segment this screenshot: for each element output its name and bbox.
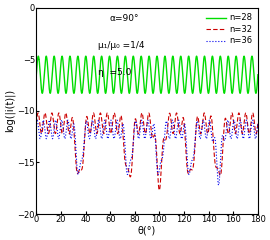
n=36 <box>256 121 259 124</box>
n=32 <box>173 126 176 129</box>
n=28 <box>235 59 239 61</box>
n=28 <box>82 72 86 75</box>
n=36 <box>173 130 176 133</box>
n=28 <box>97 90 100 93</box>
n=28 <box>227 55 230 58</box>
n=36 <box>35 121 38 124</box>
Text: η  =5.0: η =5.0 <box>98 67 132 77</box>
n=36 <box>169 133 172 136</box>
n=28 <box>256 74 259 77</box>
n=36 <box>217 184 220 186</box>
n=36 <box>82 145 85 148</box>
n=32 <box>169 114 172 117</box>
n=36 <box>256 122 259 125</box>
n=32 <box>82 150 86 152</box>
X-axis label: θ(°): θ(°) <box>138 226 156 236</box>
Line: n=28: n=28 <box>36 56 258 93</box>
n=32 <box>50 112 53 114</box>
n=28 <box>64 92 68 95</box>
n=36 <box>235 137 239 140</box>
n=32 <box>256 122 259 125</box>
Text: α=90°: α=90° <box>109 14 139 23</box>
n=28 <box>35 73 38 76</box>
n=36 <box>97 120 100 122</box>
n=28 <box>256 73 259 76</box>
n=32 <box>35 122 38 125</box>
Text: μ₁/μ₀ =1/4: μ₁/μ₀ =1/4 <box>98 41 145 50</box>
n=32 <box>235 123 239 126</box>
n=28 <box>169 80 172 83</box>
Line: n=32: n=32 <box>36 113 258 190</box>
n=32 <box>158 189 161 192</box>
n=32 <box>256 122 259 125</box>
Legend: n=28, n=32, n=36: n=28, n=32, n=36 <box>204 12 254 47</box>
n=28 <box>173 65 176 68</box>
n=36 <box>97 119 100 122</box>
Line: n=36: n=36 <box>36 120 258 185</box>
n=32 <box>97 125 100 128</box>
Y-axis label: log(|i(t)|): log(|i(t)|) <box>4 89 15 132</box>
